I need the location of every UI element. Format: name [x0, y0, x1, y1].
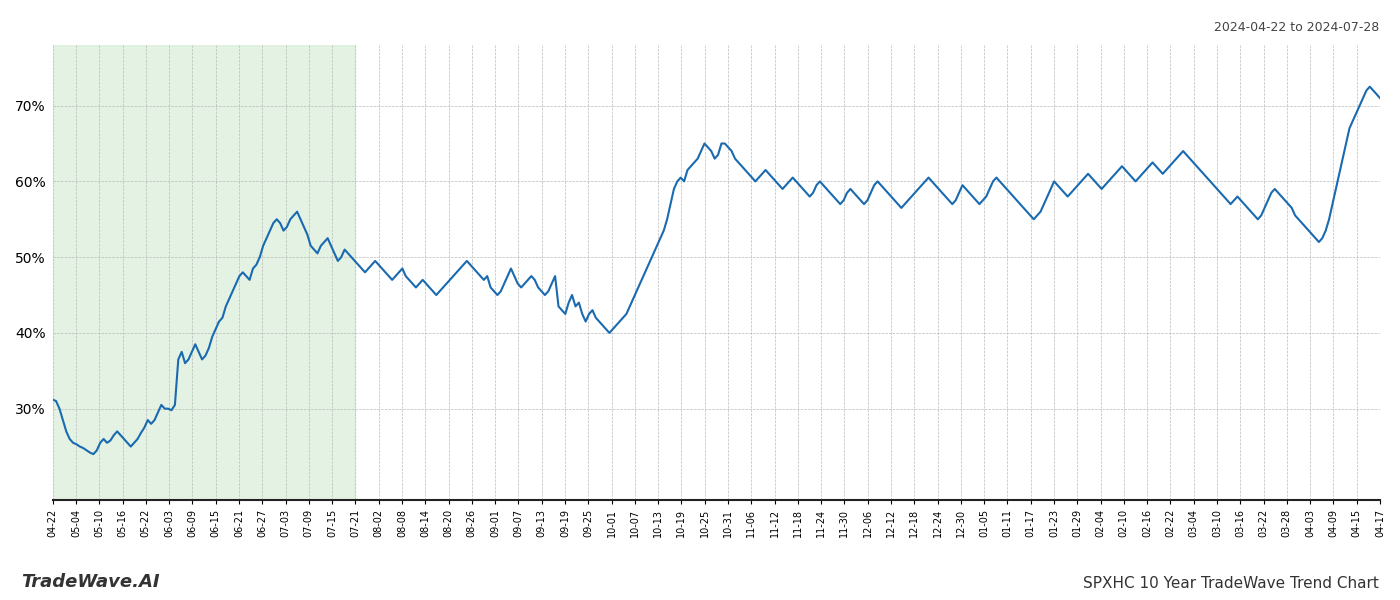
- Text: 2024-04-22 to 2024-07-28: 2024-04-22 to 2024-07-28: [1214, 21, 1379, 34]
- Bar: [53, 45, 356, 500]
- Text: SPXHC 10 Year TradeWave Trend Chart: SPXHC 10 Year TradeWave Trend Chart: [1084, 576, 1379, 591]
- Text: TradeWave.AI: TradeWave.AI: [21, 573, 160, 591]
